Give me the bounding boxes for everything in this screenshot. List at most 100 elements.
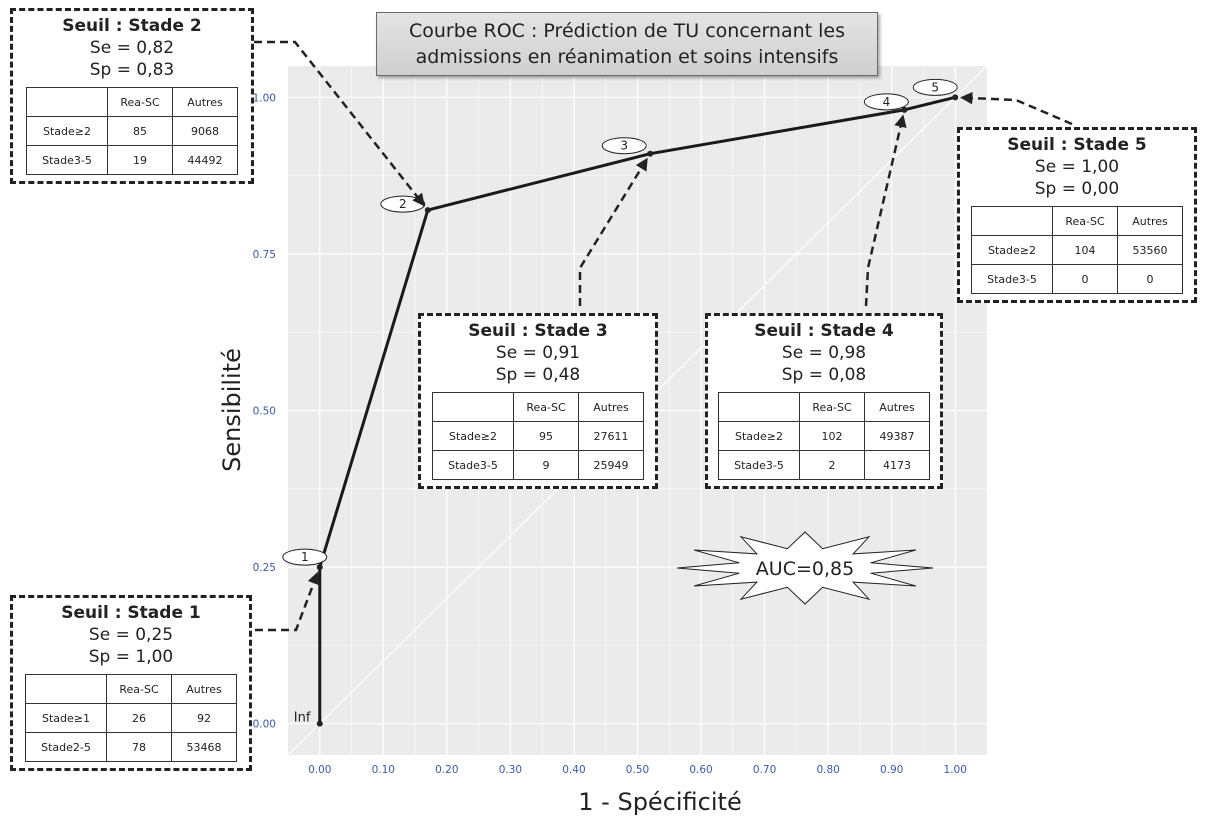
x-tick-label: 0.30 <box>499 764 522 776</box>
table-cell: 49387 <box>864 421 930 451</box>
table-cell: Stade3-5 <box>432 450 514 480</box>
auc-label: AUC=0,85 <box>756 558 854 580</box>
table-row: Stade≥2 85 9068 <box>26 116 238 146</box>
table-header-row: Rea-SC Autres <box>718 392 930 422</box>
table-cell: Autres <box>171 674 237 704</box>
contingency-table: Rea-SC Autres Stade≥2 85 9068 Stade3-5 1… <box>26 87 238 175</box>
table-cell: 0 <box>1052 264 1118 294</box>
table-cell: 9 <box>513 450 579 480</box>
table-header-row: Rea-SC Autres <box>971 206 1183 236</box>
table-cell: 78 <box>106 732 172 762</box>
table-cell: Stade2-5 <box>25 732 107 762</box>
x-tick-label: 0.50 <box>626 764 649 776</box>
table-row: Stade2-5 78 53468 <box>25 732 237 762</box>
table-header-row: Rea-SC Autres <box>25 674 237 704</box>
table-row: Stade≥2 102 49387 <box>718 421 930 451</box>
table-cell: 95 <box>513 421 579 451</box>
x-tick-label: 0.40 <box>562 764 585 776</box>
point-label-ellipse <box>912 78 958 96</box>
table-cell <box>26 87 108 117</box>
table-cell: 27611 <box>578 421 644 451</box>
chart-title-box: Courbe ROC : Prédiction de TU concernant… <box>376 12 878 76</box>
table-cell: 0 <box>1117 264 1183 294</box>
box-title: Seuil : Stade 2 <box>62 16 202 36</box>
table-cell: Autres <box>172 87 238 117</box>
contingency-table: Rea-SC Autres Stade≥1 26 92 Stade2-5 78 … <box>25 674 237 762</box>
table-row: Stade≥2 104 53560 <box>971 235 1183 265</box>
y-tick-label: 1.00 <box>253 92 276 104</box>
table-cell: 102 <box>799 421 865 451</box>
threshold-box-stade2: Seuil : Stade 2 Se = 0,82 Sp = 0,83 Rea-… <box>10 8 254 184</box>
arrow-stade5 <box>959 91 1073 126</box>
roc-point-5 <box>952 94 959 101</box>
table-cell: 4173 <box>864 450 930 480</box>
box-title: Seuil : Stade 5 <box>1007 135 1147 155</box>
table-cell <box>432 392 514 422</box>
box-title: Seuil : Stade 3 <box>468 321 608 341</box>
x-tick-label: 1.00 <box>944 764 967 776</box>
box-title: Seuil : Stade 1 <box>61 603 201 623</box>
arrow-stade2 <box>254 40 426 207</box>
table-cell: 92 <box>171 703 237 733</box>
table-row: Stade3-5 19 44492 <box>26 145 238 175</box>
table-cell: Autres <box>1117 206 1183 236</box>
roc-point-2 <box>424 207 431 214</box>
table-cell: Stade≥1 <box>25 703 107 733</box>
x-axis-label: 1 - Spécificité <box>578 788 742 816</box>
table-cell: 85 <box>107 116 173 146</box>
box-specificity: Sp = 0,48 <box>495 365 581 385</box>
y-axis-label: Sensibilité <box>218 348 246 472</box>
table-cell: Rea-SC <box>1052 206 1118 236</box>
table-row: Stade3-5 2 4173 <box>718 450 930 480</box>
y-tick-label: 0.50 <box>253 406 276 418</box>
arrow-stade3 <box>578 157 649 306</box>
table-cell: Stade≥2 <box>432 421 514 451</box>
table-cell: Stade3-5 <box>26 145 108 175</box>
table-row: Stade≥1 26 92 <box>25 703 237 733</box>
table-cell: Stade≥2 <box>718 421 800 451</box>
point-label: Inf <box>294 711 311 726</box>
box-sensitivity: Se = 0,91 <box>495 343 581 363</box>
point-label: 1 <box>301 550 309 564</box>
box-specificity: Sp = 0,00 <box>1034 179 1120 199</box>
contingency-table: Rea-SC Autres Stade≥2 104 53560 Stade3-5… <box>971 206 1183 294</box>
table-cell: Autres <box>864 392 930 422</box>
box-sensitivity: Se = 0,25 <box>88 625 174 645</box>
table-row: Stade3-5 0 0 <box>971 264 1183 294</box>
roc-curve-line <box>318 95 956 724</box>
roc-point-4 <box>901 106 908 113</box>
threshold-box-stade1: Seuil : Stade 1 Se = 0,25 Sp = 1,00 Rea-… <box>10 595 252 771</box>
table-cell: Rea-SC <box>799 392 865 422</box>
x-tick-label: 0.20 <box>435 764 458 776</box>
x-tick-label: 0.80 <box>816 764 839 776</box>
y-tick-label: 0.25 <box>253 562 276 574</box>
box-specificity: Sp = 0,83 <box>89 60 175 80</box>
box-sensitivity: Se = 0,82 <box>89 38 175 58</box>
roc-point-Inf <box>316 720 323 727</box>
table-cell: Rea-SC <box>106 674 172 704</box>
point-label-ellipse <box>601 137 647 155</box>
contingency-table: Rea-SC Autres Stade≥2 95 27611 Stade3-5 … <box>432 392 644 480</box>
table-cell: Stade≥2 <box>971 235 1053 265</box>
x-tick-label: 0.60 <box>689 764 712 776</box>
table-cell: 44492 <box>172 145 238 175</box>
table-cell: 25949 <box>578 450 644 480</box>
point-label: 3 <box>620 139 628 153</box>
table-header-row: Rea-SC Autres <box>432 392 644 422</box>
box-sensitivity: Se = 0,98 <box>781 343 867 363</box>
box-sensitivity: Se = 1,00 <box>1034 157 1120 177</box>
point-label-ellipse <box>863 93 909 111</box>
auc-starburst <box>676 531 934 605</box>
table-cell: 9068 <box>172 116 238 146</box>
table-cell: Stade3-5 <box>971 264 1053 294</box>
x-tick-label: 0.90 <box>880 764 903 776</box>
table-cell: 53468 <box>171 732 237 762</box>
table-row: Stade≥2 95 27611 <box>432 421 644 451</box>
box-specificity: Sp = 1,00 <box>88 647 174 667</box>
table-header-row: Rea-SC Autres <box>26 87 238 117</box>
box-specificity: Sp = 0,08 <box>781 365 867 385</box>
table-cell <box>718 392 800 422</box>
table-cell: 26 <box>106 703 172 733</box>
chart-title-line-2: admissions en réanimation et soins inten… <box>415 46 839 68</box>
roc-point-3 <box>647 150 654 157</box>
